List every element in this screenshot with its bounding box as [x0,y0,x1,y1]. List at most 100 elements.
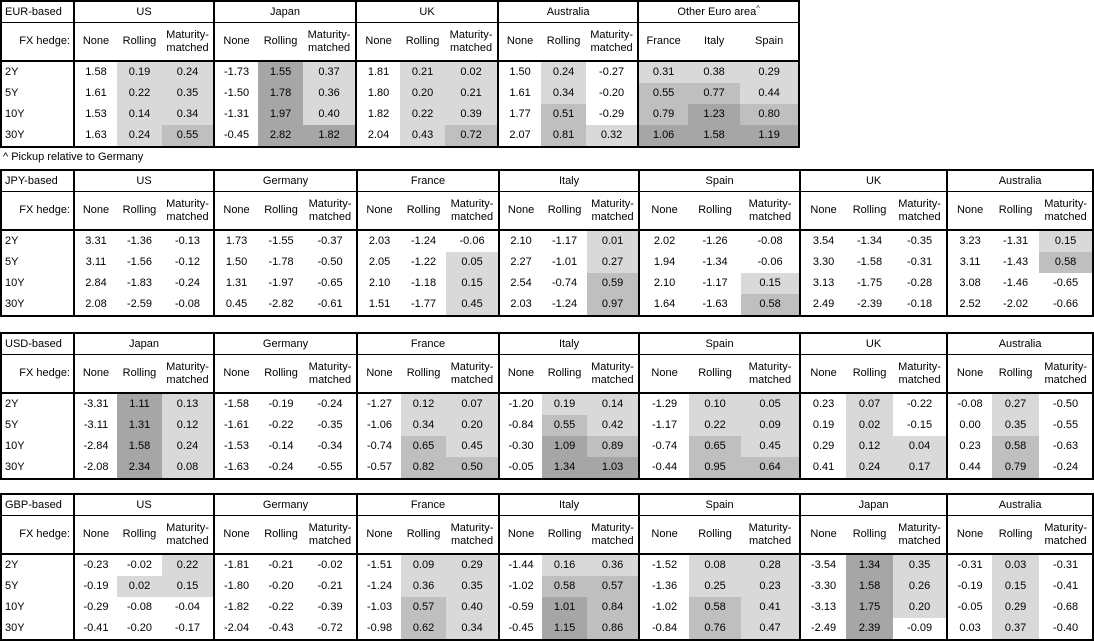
value-cell: 0.28 [741,554,801,576]
value-cell: 0.12 [846,436,894,457]
value-cell: -0.24 [174,277,201,290]
tenor-label: 10Y [5,440,25,453]
hedge-column-header: Maturity-matched [304,515,358,555]
value-cell: 0.05 [446,252,500,273]
hedge-column-header: None [498,191,543,231]
hedge-column-header: Rolling [401,515,447,555]
value-cell: 1.06 [637,125,689,147]
value-cell: 0.22 [162,554,215,576]
hedge-column-header: Rolling [117,191,162,231]
value-cell: 0.35 [162,83,215,104]
value-cell: 1.55 [258,61,304,83]
value-cell: -2.02 [1003,298,1029,311]
value-cell: -0.30 [498,436,543,457]
value-cell: 1.15 [542,618,588,640]
value-cell: 3.13 [799,273,847,294]
value-cell: 0.02 [117,576,162,597]
gbp-based-table-wrap: GBP-based US Germany France Italy Spain Japan A… [0,493,1094,641]
value-cell: -0.35 [317,419,343,432]
value-cell: 2.05 [356,252,402,273]
value-cell: 0.45 [446,294,500,316]
hedge-column-header: Rolling [117,515,162,555]
fx-hedge-label: FX hedge: [1,191,74,231]
value-cell: -0.22 [268,601,294,614]
hedge-column-header: None [638,515,690,555]
value-cell: 1.03 [587,457,640,479]
value-cell: 1.80 [355,83,401,104]
value-cell: 0.40 [446,597,500,618]
value-cell: -0.06 [757,256,783,269]
value-cell: 0.31 [637,61,689,83]
value-cell: 0.89 [587,436,640,457]
value-cell: 1.51 [356,294,402,316]
hedge-column-header: None [498,515,543,555]
value-cell: 0.82 [401,457,447,479]
hedge-column-header: None [213,515,259,555]
jpy-based-table-wrap: JPY-based US Germany France Italy Spain UK Aust… [0,169,1094,317]
value-cell: -2.39 [857,298,883,311]
value-cell: -0.20 [126,622,153,635]
tenor-label: 5Y [5,256,19,269]
tenor-label: 2Y [5,398,19,411]
value-cell: -0.08 [946,393,993,415]
value-cell: -1.56 [126,256,153,269]
hedge-column-header: None [638,191,690,231]
value-cell: -0.21 [268,559,294,572]
value-cell: 0.29 [740,61,800,83]
value-cell: 2.03 [356,230,402,252]
hedge-column-header: Maturity-matched [446,515,500,555]
value-cell: 0.35 [893,554,948,576]
value-cell: -2.08 [73,457,117,479]
jpy-based-table: JPY-based US Germany France Italy Spain UK Aust… [0,169,1094,317]
value-cell: 1.58 [73,61,117,83]
tenor-label: 2Y [5,559,19,572]
hedge-column-header: Maturity-matched [162,515,215,555]
value-cell: -0.05 [498,457,543,479]
value-cell: -0.04 [174,601,201,614]
value-cell: -0.23 [73,554,117,576]
value-cell: -0.74 [638,436,690,457]
hedge-column-header: Maturity-matched [162,22,215,62]
tenor-label: 30Y [5,298,25,311]
value-cell: 0.72 [445,125,499,147]
value-cell: 1.31 [117,415,162,436]
value-cell: -1.20 [498,393,543,415]
hedge-column-header: None [497,22,542,62]
value-cell: -0.72 [317,622,343,635]
value-cell: -1.63 [702,298,728,311]
value-cell: 0.77 [688,83,741,104]
value-cell: -0.22 [268,419,294,432]
hedge-column-header: Rolling [258,191,305,231]
value-cell: -1.52 [638,554,690,576]
value-cell: -0.05 [946,597,993,618]
hedge-column-header: Maturity-matched [1039,191,1094,231]
value-cell: -0.74 [356,436,402,457]
value-cell: 0.15 [162,576,215,597]
value-cell: 0.41 [741,597,801,618]
value-cell: 0.38 [688,61,741,83]
value-cell: 3.11 [73,252,117,273]
value-cell: 2.03 [498,294,543,316]
value-cell: 0.19 [117,61,162,83]
value-cell: 2.52 [946,294,993,316]
value-cell: -0.12 [174,256,201,269]
value-cell: 0.43 [400,125,446,147]
country-header: Spain [638,170,801,192]
value-cell: 2.39 [846,618,894,640]
value-cell: -0.34 [317,440,343,453]
value-cell: -1.81 [213,554,259,576]
hedge-column-header: Maturity-matched [587,515,640,555]
hedge-column-header: Maturity-matched [162,354,215,394]
value-cell: -1.17 [552,235,578,248]
value-cell: 0.03 [992,554,1040,576]
base-currency-label: GBP-based [1,494,74,516]
country-header: Italy [498,333,640,355]
country-header: Australia [497,1,639,23]
value-cell: -1.27 [356,393,402,415]
value-cell: 0.58 [1039,252,1094,273]
hedge-column-header: Rolling [117,22,162,62]
value-cell: 1.82 [355,104,401,125]
country-header: France [356,494,500,516]
value-cell: 0.34 [162,104,215,125]
value-cell: 0.41 [799,457,847,479]
